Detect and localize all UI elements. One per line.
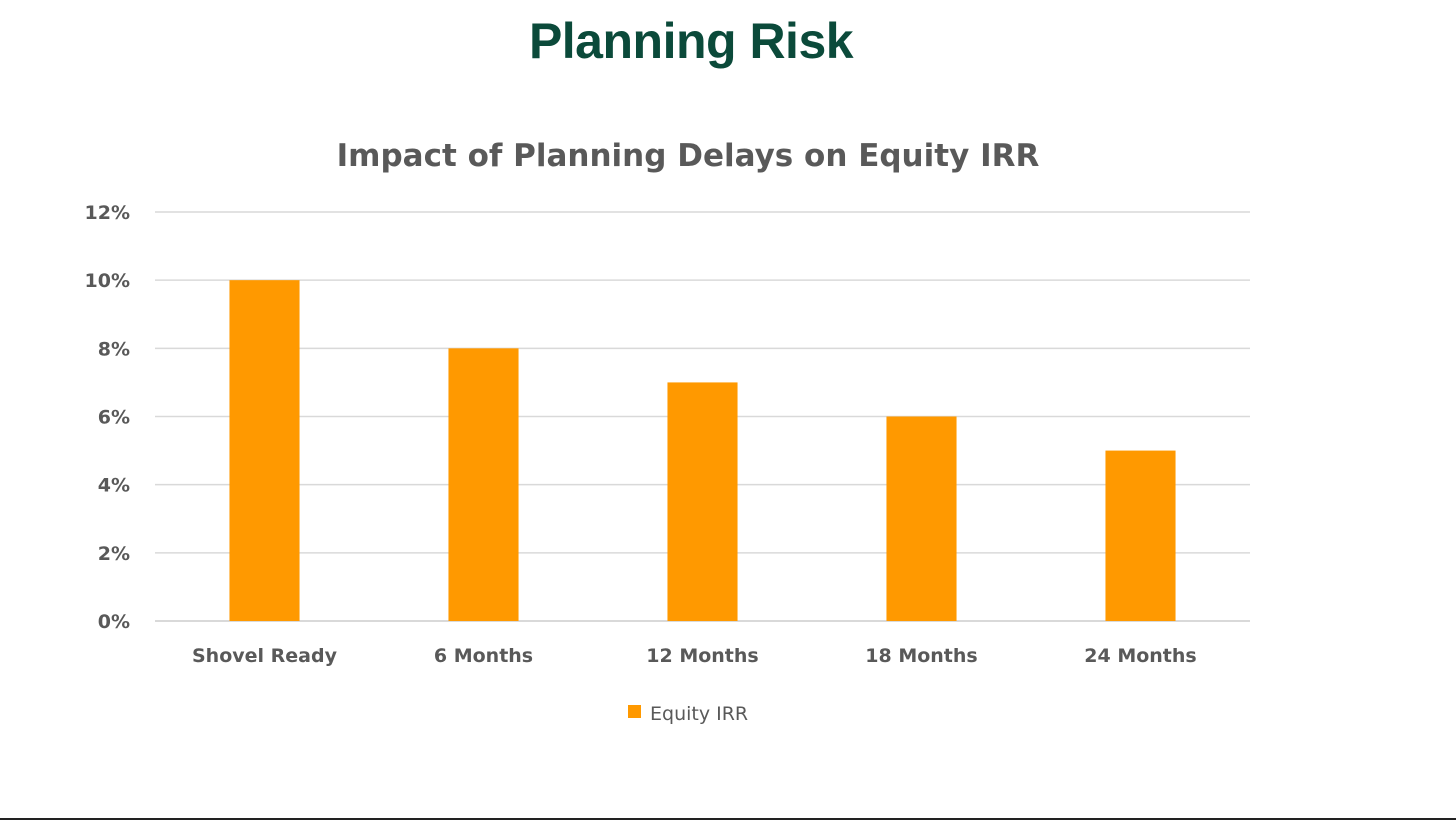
bar-24-months — [1105, 450, 1176, 621]
y-tick-label: 12% — [85, 202, 130, 224]
bar-12-months — [667, 382, 738, 621]
bar-6-months — [448, 348, 519, 621]
y-tick-label: 10% — [85, 270, 130, 292]
y-tick-label: 4% — [98, 475, 130, 497]
y-axis-ticks: 0% 2% 4% 6% 8% 10% 12% — [85, 202, 130, 633]
y-tick-label: 6% — [98, 407, 130, 429]
legend-label-equity-irr: Equity IRR — [650, 703, 748, 725]
y-tick-label: 2% — [98, 543, 130, 565]
y-tick-label: 8% — [98, 338, 130, 360]
bottom-divider — [0, 818, 1456, 820]
chart-title: Impact of Planning Delays on Equity IRR — [337, 138, 1040, 174]
y-tick-label: 0% — [98, 611, 130, 633]
bar-18-months — [886, 416, 957, 621]
x-tick-label: 12 Months — [646, 645, 758, 667]
bar-shovel-ready — [229, 280, 300, 621]
page-title: Planning Risk — [528, 13, 854, 69]
x-tick-label: 24 Months — [1084, 645, 1196, 667]
legend-swatch — [628, 705, 641, 718]
bars — [229, 280, 1176, 621]
x-tick-label: Shovel Ready — [192, 645, 338, 667]
x-tick-label: 6 Months — [434, 645, 533, 667]
x-tick-label: 18 Months — [865, 645, 977, 667]
x-axis-ticks: Shovel Ready 6 Months 12 Months 18 Months 24… — [192, 645, 1197, 667]
legend: Equity IRR — [628, 703, 748, 725]
